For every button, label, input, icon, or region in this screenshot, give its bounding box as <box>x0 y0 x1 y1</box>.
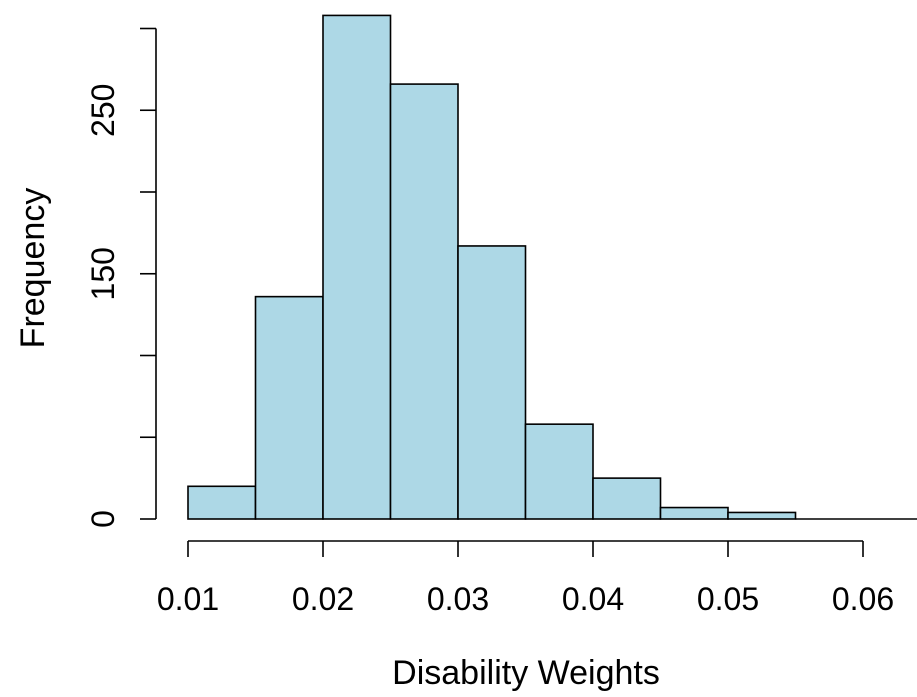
y-tick-label-0: 0 <box>85 510 121 528</box>
x-axis-title: Disability Weights <box>392 654 660 692</box>
x-tick-label-0.05: 0.05 <box>697 581 759 617</box>
histogram-bar-4 <box>389 83 459 520</box>
y-axis: 0 150 250 <box>85 27 157 528</box>
y-tick-label-250: 250 <box>85 84 121 137</box>
x-axis: 0.01 0.02 0.03 0.04 0.05 0.06 <box>157 540 894 617</box>
x-tick-label-0.04: 0.04 <box>562 581 624 617</box>
x-tick-label-0.03: 0.03 <box>427 581 489 617</box>
x-tick-label-0.06: 0.06 <box>832 581 894 617</box>
y-axis-title: Frequency <box>14 188 52 349</box>
histogram-bar-5 <box>457 245 527 520</box>
histogram-bar-1 <box>187 485 257 520</box>
histogram-bar-3 <box>322 14 392 520</box>
x-tick-label-0.02: 0.02 <box>292 581 354 617</box>
histogram-bar-7 <box>592 477 662 520</box>
bars-layer <box>187 14 797 520</box>
y-tick-label-150: 150 <box>85 247 121 300</box>
histogram-bar-2 <box>254 295 324 520</box>
x-tick-label-0.01: 0.01 <box>157 581 219 617</box>
histogram-bar-9 <box>727 511 797 520</box>
histogram-bar-6 <box>524 423 594 520</box>
histogram-bar-8 <box>659 506 729 520</box>
